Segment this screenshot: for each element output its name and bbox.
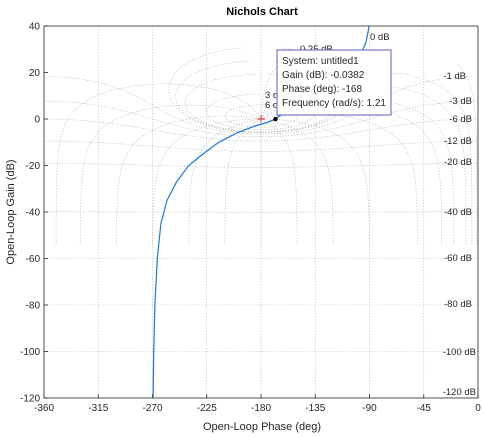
data-tip[interactable]: System: untitled1 Gain (dB): -0.0382 Phase… [273,49,392,122]
y-tick-label: -40 [26,208,41,219]
y-tick-label: -80 [26,301,41,312]
grid-label: -3 dB [449,96,472,107]
markers [257,115,265,123]
y-ticks: -120 -100 -80 -60 -40 -20 0 20 40 [20,22,48,405]
grid-magnitude-contour [175,60,347,133]
y-tick-label: -100 [20,347,40,358]
grid-phase-contour [261,104,443,245]
datatip-line: System: untitled1 [282,56,359,67]
grid-label: -120 dB [443,387,476,398]
x-tick-label: -315 [88,403,108,414]
y-tick-label: -20 [26,161,41,172]
x-tick-label: -90 [362,403,377,414]
datatip-marker [273,116,278,122]
x-tick-label: -270 [142,403,162,414]
grid-label: -1 dB [443,71,466,82]
grid-phase-contour [261,118,334,245]
grid-label: 0 dB [370,32,390,43]
x-tick-label: -360 [34,403,54,414]
x-axis-label: Open-Loop Phase (deg) [203,421,321,433]
datatip-line: Gain (dB): -0.0382 [282,70,365,81]
chart-title: Nichols Chart [226,6,298,18]
grid-phase-contour [188,118,261,245]
grid-magnitude-contour [168,47,354,133]
grid-label: -6 dB [449,114,472,125]
grid-phase-contour [260,97,455,245]
grid-label: -100 dB [443,347,476,358]
y-tick-label: 0 [34,115,40,126]
grid-label: 3 dB [265,90,285,101]
datatip-line: Frequency (rad/s): 1.21 [282,98,386,109]
grid-phase-contour [224,118,261,245]
grid-label: -60 dB [444,253,472,264]
grid-magnitude-contour [224,104,298,128]
grid-phase-contour [79,104,261,245]
x-tick-label: -225 [197,403,217,414]
grid-label: -20 dB [444,157,472,168]
x-tick-label: 0 [475,403,481,414]
x-tick-label: -45 [417,403,432,414]
grid-label: -12 dB [444,136,472,147]
grid-label: -80 dB [444,299,472,310]
y-tick-label: 40 [29,22,41,33]
x-ticks: -360 -315 -270 -225 -180 -135 -90 -45 0 [34,394,481,414]
datatip-box [276,49,392,116]
y-tick-label: 20 [29,68,41,79]
x-tick-label: -135 [305,403,325,414]
grid-label: 6 dB [265,100,285,111]
grid-magnitude-contour [206,93,316,131]
grid-magnitude-contour [44,163,478,168]
y-axis-label: Open-Loop Gain (dB) [5,159,17,264]
grid-label: -40 dB [444,207,472,218]
y-tick-label: -60 [26,254,41,265]
grid-phase-contour [261,118,298,245]
datatip-line: Phase (deg): -168 [282,84,362,95]
y-tick-label: -120 [20,394,40,405]
x-tick-label: -180 [251,403,271,414]
grid-phase-contour [260,113,418,245]
